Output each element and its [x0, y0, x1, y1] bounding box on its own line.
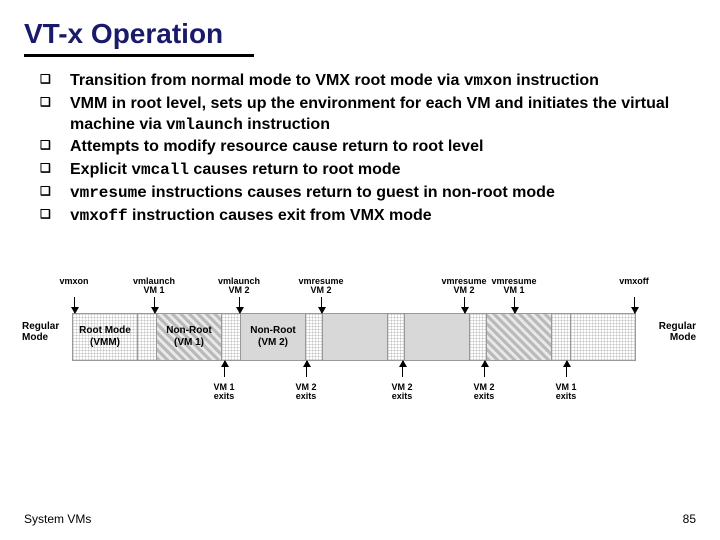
mode-segment [138, 313, 156, 361]
footer-left: System VMs [24, 512, 91, 526]
bullet-item: Explicit vmcall causes return to root mo… [52, 160, 696, 181]
mode-bar: Root Mode(VMM) Non-Root(VM 1) Non-Root(VM … [24, 313, 694, 361]
mode-segment: Non-Root(VM 2) [240, 313, 306, 361]
page-number: 85 [683, 512, 696, 526]
bullet-item: VMM in root level, sets up the environme… [52, 94, 696, 136]
mode-segment [570, 313, 636, 361]
mode-segment: Non-Root(VM 1) [156, 313, 222, 361]
up-arrow-icon [402, 361, 403, 377]
mode-segment [486, 313, 552, 361]
bullet-list: Transition from normal mode to VMX root … [24, 71, 696, 227]
top-arrow-label: vmresumeVM 2 [439, 277, 489, 297]
bottom-arrow-label: VM 2exits [281, 383, 331, 403]
mode-segment: Root Mode(VMM) [72, 313, 138, 361]
top-arrow-label: vmxon [49, 277, 99, 287]
mode-segment [322, 313, 388, 361]
mode-segment [552, 313, 570, 361]
down-arrow-icon [321, 297, 322, 313]
top-arrow-label: vmresumeVM 2 [296, 277, 346, 297]
mode-segment [404, 313, 470, 361]
top-arrow-label: vmresumeVM 1 [489, 277, 539, 297]
top-arrow-label: vmlaunchVM 2 [214, 277, 264, 297]
top-arrow-label: vmxoff [609, 277, 659, 287]
bullet-item: Attempts to modify resource cause return… [52, 137, 696, 158]
mode-segment [388, 313, 404, 361]
up-arrow-icon [224, 361, 225, 377]
page-title: VT-x Operation [24, 18, 696, 50]
down-arrow-icon [464, 297, 465, 313]
up-arrow-icon [566, 361, 567, 377]
mode-segment [306, 313, 322, 361]
down-arrow-icon [514, 297, 515, 313]
bullet-item: vmresume instructions causes return to g… [52, 183, 696, 204]
down-arrow-icon [634, 297, 635, 313]
timing-diagram: Root Mode(VMM) Non-Root(VM 1) Non-Root(VM … [24, 237, 694, 437]
top-arrow-label: vmlaunchVM 1 [129, 277, 179, 297]
right-mode-label: RegularMode [650, 321, 696, 344]
down-arrow-icon [74, 297, 75, 313]
left-mode-label: RegularMode [22, 321, 68, 344]
bottom-arrow-label: VM 2exits [377, 383, 427, 403]
bottom-arrow-label: VM 2exits [459, 383, 509, 403]
bullet-item: Transition from normal mode to VMX root … [52, 71, 696, 92]
up-arrow-icon [306, 361, 307, 377]
bottom-arrow-label: VM 1exits [541, 383, 591, 403]
bullet-item: vmxoff instruction causes exit from VMX … [52, 206, 696, 227]
down-arrow-icon [239, 297, 240, 313]
title-underline [24, 54, 254, 57]
up-arrow-icon [484, 361, 485, 377]
down-arrow-icon [154, 297, 155, 313]
mode-segment [222, 313, 240, 361]
mode-segment [470, 313, 486, 361]
bottom-arrow-label: VM 1exits [199, 383, 249, 403]
